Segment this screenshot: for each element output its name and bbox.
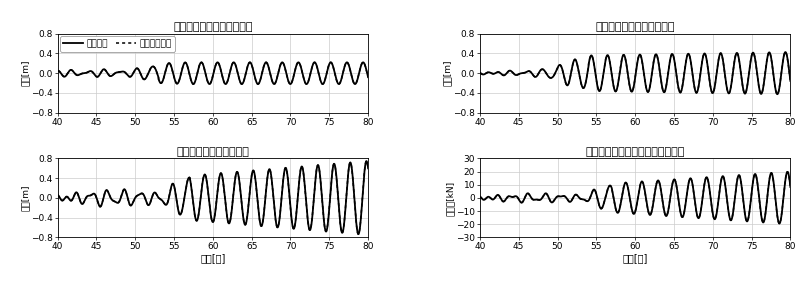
X-axis label: 時刻[秒]: 時刻[秒] [200, 253, 226, 263]
X-axis label: 時刻[秒]: 時刻[秒] [622, 253, 648, 263]
Title: 振子の動き（中フレーム）: 振子の動き（中フレーム） [173, 22, 253, 32]
Legend: 実験結果, 数値解析結果: 実験結果, 数値解析結果 [60, 37, 174, 52]
Y-axis label: 変位[m]: 変位[m] [21, 185, 30, 211]
Title: 振子の動き（内フレーム）: 振子の動き（内フレーム） [595, 22, 675, 32]
Y-axis label: 変位[m]: 変位[m] [21, 60, 30, 87]
Y-axis label: 変位[m]: 変位[m] [442, 60, 452, 87]
Title: 装置の水平力（摇れを抑える力）: 装置の水平力（摇れを抑える力） [586, 147, 685, 157]
Y-axis label: 水平力[kN]: 水平力[kN] [446, 180, 454, 216]
Title: 振子の動き（ウェイト）: 振子の動き（ウェイト） [177, 147, 250, 157]
